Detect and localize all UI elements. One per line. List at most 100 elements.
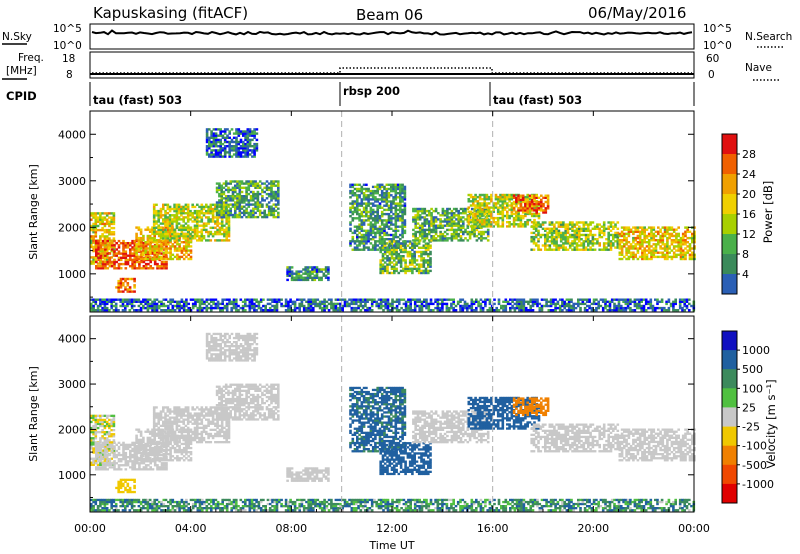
nave-tick-top: 60 — [706, 53, 719, 65]
power-cell — [96, 220, 100, 223]
power-cell — [234, 201, 237, 204]
power-cell — [244, 136, 247, 139]
power-cell — [493, 302, 496, 306]
power-cell — [126, 300, 129, 303]
power-cell — [156, 262, 159, 266]
power-cell — [217, 155, 220, 158]
power-cell — [351, 238, 355, 241]
power-cell — [252, 192, 255, 196]
power-cell — [220, 184, 223, 187]
power-cell — [124, 260, 128, 264]
power-cell — [485, 216, 489, 220]
power-cell — [205, 309, 209, 312]
power-cell — [390, 240, 394, 243]
power-cell — [494, 193, 498, 197]
power-cell — [420, 265, 423, 268]
power-cell — [182, 300, 186, 303]
power-cell — [445, 306, 449, 310]
power-cell — [191, 304, 195, 308]
power-cell — [348, 302, 351, 306]
power-cell — [429, 259, 432, 262]
power-cell — [394, 235, 398, 239]
power-cell — [393, 265, 396, 268]
power-cell — [376, 221, 379, 224]
power-cell — [257, 300, 261, 303]
power-cell — [211, 218, 215, 221]
power-cell — [555, 231, 558, 235]
power-cell — [404, 242, 407, 245]
power-cell — [114, 302, 118, 306]
power-cell — [108, 256, 112, 259]
power-cell — [501, 193, 505, 197]
power-cell — [261, 190, 264, 194]
power-cell — [167, 230, 170, 233]
power-cell — [336, 298, 340, 301]
power-cell — [101, 302, 104, 306]
power-cell — [481, 208, 484, 211]
power-cell — [105, 245, 109, 249]
power-cell — [155, 239, 159, 242]
power-cell — [620, 234, 624, 238]
power-cell — [416, 239, 420, 242]
power-cell — [666, 228, 669, 231]
power-cell — [369, 210, 373, 214]
power-cell — [225, 209, 228, 213]
power-cell — [191, 220, 194, 223]
power-cell — [207, 298, 211, 301]
power-cell — [636, 230, 640, 233]
power-cell — [614, 231, 617, 235]
power-cell — [220, 197, 223, 200]
power-cell — [652, 232, 656, 236]
power-cell — [632, 255, 635, 259]
power-cell — [499, 225, 502, 228]
power-cell — [564, 225, 567, 228]
power-cell — [645, 257, 649, 261]
power-cell — [404, 248, 407, 252]
power-cell — [437, 218, 440, 221]
power-cell — [510, 212, 514, 216]
power-cell — [133, 290, 136, 293]
power-cell — [462, 232, 465, 236]
power-cell — [394, 229, 398, 232]
power-cell — [387, 233, 391, 237]
power-cell — [216, 239, 219, 242]
power-cell — [634, 230, 637, 233]
power-cell — [244, 309, 247, 312]
power-cell — [559, 225, 563, 228]
power-cell — [409, 300, 412, 303]
power-cell — [434, 230, 438, 234]
power-cell — [401, 200, 404, 203]
power-cell — [412, 235, 415, 238]
power-cell — [657, 241, 660, 244]
power-cell — [384, 302, 387, 306]
power-cell — [92, 247, 95, 251]
power-cell — [589, 240, 592, 243]
power-cell — [374, 223, 377, 226]
power-cell — [140, 260, 143, 264]
power-cell — [420, 263, 423, 266]
power-cell — [420, 302, 424, 306]
power-cell — [450, 226, 454, 229]
power-cell — [90, 237, 93, 240]
power-cell — [349, 189, 352, 193]
power-cell — [214, 128, 218, 131]
power-cell — [396, 217, 400, 220]
power-cell — [238, 184, 242, 187]
power-cell — [550, 229, 554, 232]
power-cell — [293, 306, 297, 310]
power-cell — [220, 209, 223, 212]
power-cell — [494, 202, 498, 205]
power-cell — [261, 188, 264, 192]
power-cell — [496, 212, 500, 216]
power-cell — [90, 224, 93, 228]
power-cell — [501, 200, 505, 203]
power-cell — [409, 309, 412, 312]
power-cell — [515, 200, 518, 204]
power-cell — [370, 304, 374, 308]
power-cell — [336, 302, 340, 306]
power-cell — [399, 255, 403, 258]
power-cell — [387, 217, 391, 220]
power-cell — [395, 250, 398, 254]
power-cell — [225, 203, 228, 206]
power-cell — [652, 247, 656, 250]
